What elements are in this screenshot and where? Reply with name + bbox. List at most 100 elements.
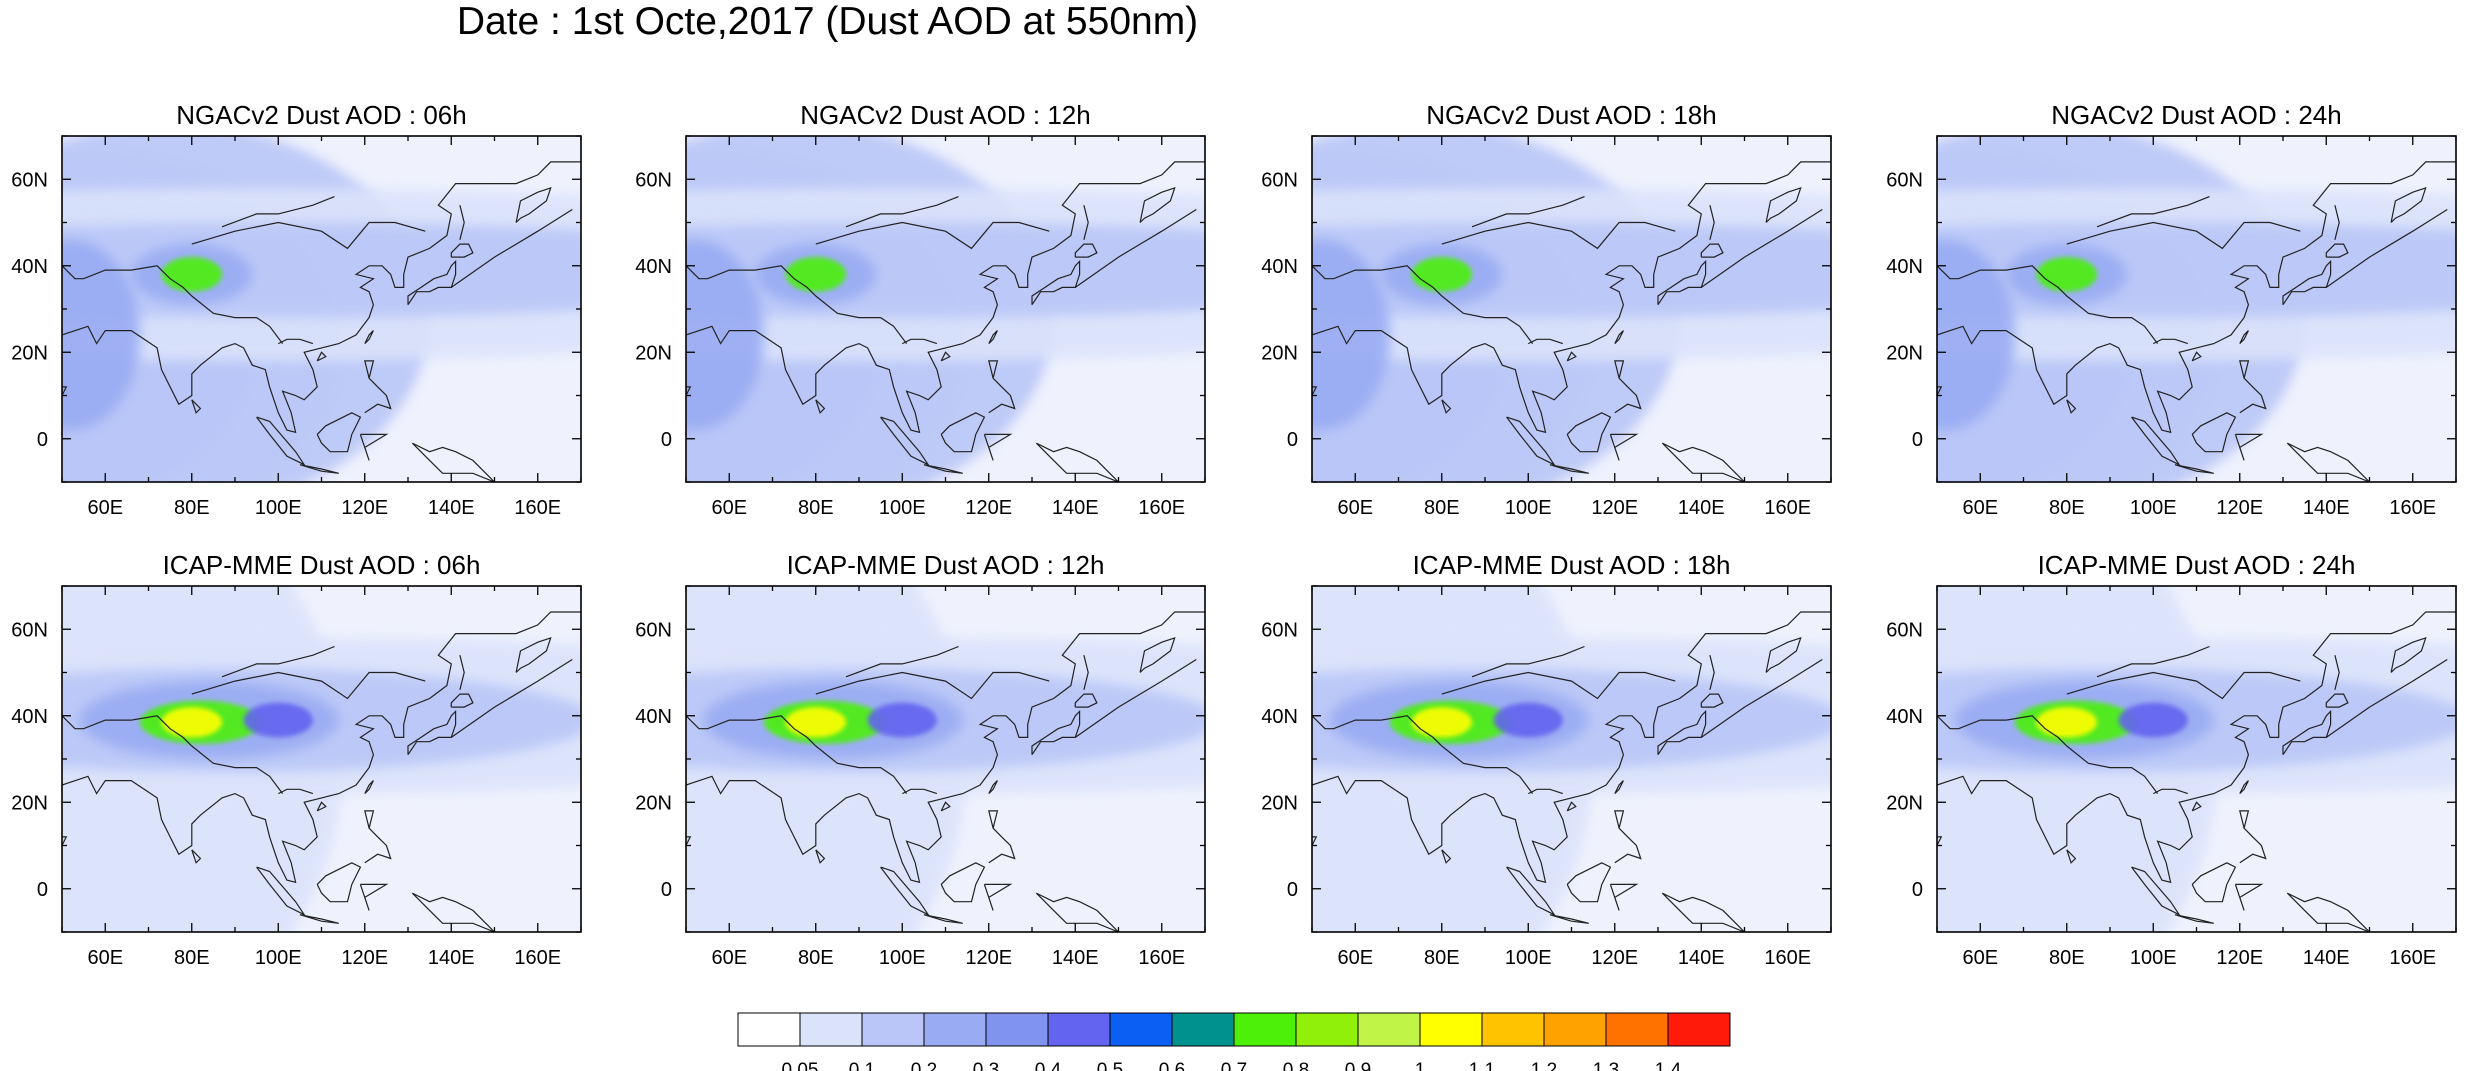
coastlines <box>62 161 581 482</box>
lat-tick-label: 60N <box>1261 169 1298 191</box>
colorbar-swatch <box>1171 1012 1235 1047</box>
lon-tick-label: 120E <box>965 947 1012 969</box>
lat-tick-label: 0 <box>37 879 48 901</box>
lat-tick-label: 0 <box>1912 879 1923 901</box>
lat-tick-label: 20N <box>1261 792 1298 814</box>
lon-tick-label: 120E <box>965 497 1012 519</box>
lon-tick-label: 140E <box>1052 947 1099 969</box>
lat-tick-label: 20N <box>1261 342 1298 364</box>
colorbar-label: 0.7 <box>1221 1060 1247 1071</box>
lat-tick-label: 40N <box>1261 706 1298 728</box>
lon-tick-label: 60E <box>711 497 747 519</box>
lon-tick-label: 80E <box>1424 947 1460 969</box>
map-panel: NGACv2 Dust AOD : 18h 60E 80E 100E 120E 140E 1… <box>1261 100 1832 519</box>
lon-tick-label: 140E <box>1678 497 1725 519</box>
lon-tick-label: 140E <box>2303 947 2350 969</box>
lon-tick-label: 120E <box>1591 947 1638 969</box>
lon-tick-label: 100E <box>255 947 302 969</box>
lon-tick-label: 100E <box>1505 497 1552 519</box>
lat-tick-label: 40N <box>635 256 672 278</box>
lat-tick-label: 40N <box>11 256 48 278</box>
lon-tick-label: 100E <box>2130 947 2177 969</box>
lon-tick-label: 120E <box>1591 497 1638 519</box>
colorbar-label: 0.4 <box>1035 1060 1062 1071</box>
lon-tick-label: 160E <box>1138 947 1185 969</box>
lon-tick-label: 80E <box>1424 497 1460 519</box>
coastlines <box>686 611 1205 932</box>
lon-tick-label: 60E <box>1962 947 1998 969</box>
lon-tick-label: 140E <box>2303 497 2350 519</box>
lon-tick-label: 160E <box>1764 497 1811 519</box>
lat-tick-label: 60N <box>1886 619 1923 641</box>
lon-tick-label: 100E <box>879 947 926 969</box>
lon-tick-label: 140E <box>1678 947 1725 969</box>
lon-tick-label: 120E <box>2216 497 2263 519</box>
lat-tick-label: 20N <box>1886 342 1923 364</box>
panel-title: NGACv2 Dust AOD : 06h <box>176 100 466 130</box>
coastlines <box>1937 611 2456 932</box>
aod-field <box>1312 136 1831 482</box>
aod-field <box>686 136 1205 482</box>
lat-tick-label: 60N <box>635 169 672 191</box>
lat-tick-label: 0 <box>1912 429 1923 451</box>
lat-tick-label: 0 <box>37 429 48 451</box>
colorbar-swatch <box>1357 1012 1421 1047</box>
lon-tick-label: 60E <box>87 947 123 969</box>
colorbar-swatch <box>861 1012 925 1047</box>
figure-title: Date : 1st Octe,2017 (Dust AOD at 550nm) <box>456 0 1199 43</box>
colorbar-label: 1 <box>1415 1060 1426 1071</box>
lat-tick-label: 40N <box>1886 256 1923 278</box>
colorbar-label: 0.05 <box>782 1060 819 1071</box>
colorbar-label: 1.4 <box>1655 1060 1682 1071</box>
map-panel: NGACv2 Dust AOD : 12h 60E 80E 100E 120E 140E 1… <box>635 100 1206 519</box>
lon-tick-label: 140E <box>428 497 475 519</box>
aod-field <box>1937 136 2456 482</box>
colorbar-swatch <box>1047 1012 1111 1047</box>
panel-title: ICAP-MME Dust AOD : 06h <box>163 550 481 580</box>
colorbar-label: 0.9 <box>1345 1060 1371 1071</box>
lat-tick-label: 20N <box>635 342 672 364</box>
map-panel: ICAP-MME Dust AOD : 24h 60E 80E 100E 120E 140… <box>1886 550 2457 969</box>
lat-tick-label: 60N <box>11 169 48 191</box>
panel-title: ICAP-MME Dust AOD : 18h <box>1413 550 1731 580</box>
lon-tick-label: 80E <box>2049 947 2085 969</box>
panel-title: NGACv2 Dust AOD : 12h <box>800 100 1090 130</box>
lat-tick-label: 20N <box>1886 792 1923 814</box>
lon-tick-label: 100E <box>2130 497 2177 519</box>
panel-title: ICAP-MME Dust AOD : 24h <box>2038 550 2356 580</box>
lon-tick-label: 160E <box>2389 947 2436 969</box>
lat-tick-label: 0 <box>661 879 672 901</box>
map-panel: NGACv2 Dust AOD : 06h 60E 80E 100E 120E 140E 1… <box>11 100 582 519</box>
lon-tick-label: 160E <box>514 947 561 969</box>
colorbar-swatch <box>1295 1012 1359 1047</box>
lat-tick-label: 40N <box>635 706 672 728</box>
panel-title: NGACv2 Dust AOD : 18h <box>1426 100 1716 130</box>
colorbar-label: 1.3 <box>1593 1060 1619 1071</box>
lat-tick-label: 20N <box>11 342 48 364</box>
lon-tick-label: 160E <box>1138 497 1185 519</box>
lat-tick-label: 40N <box>11 706 48 728</box>
lon-tick-label: 120E <box>2216 947 2263 969</box>
lon-tick-label: 160E <box>2389 497 2436 519</box>
colorbar-swatch <box>737 1012 801 1047</box>
coastlines <box>62 611 581 932</box>
aod-field <box>62 136 581 482</box>
lon-tick-label: 60E <box>1962 497 1998 519</box>
lon-tick-label: 60E <box>1337 497 1373 519</box>
lon-tick-label: 60E <box>87 497 123 519</box>
colorbar-label: 0.2 <box>911 1060 937 1071</box>
lat-tick-label: 0 <box>1287 429 1298 451</box>
lon-tick-label: 80E <box>174 947 210 969</box>
lon-tick-label: 80E <box>2049 497 2085 519</box>
colorbar-swatch <box>1419 1012 1483 1047</box>
colorbar-swatch <box>1667 1012 1731 1047</box>
colorbar-label: 0.1 <box>849 1060 875 1071</box>
colorbar-label: 0.8 <box>1283 1060 1309 1071</box>
lon-tick-label: 100E <box>1505 947 1552 969</box>
lon-tick-label: 100E <box>255 497 302 519</box>
colorbar-swatch <box>1605 1012 1669 1047</box>
colorbar-swatch <box>799 1012 863 1047</box>
map-panel: ICAP-MME Dust AOD : 06h 60E 80E 100E 120E 140… <box>11 550 582 969</box>
colorbar-label: 0.5 <box>1097 1060 1123 1071</box>
lat-tick-label: 60N <box>11 619 48 641</box>
